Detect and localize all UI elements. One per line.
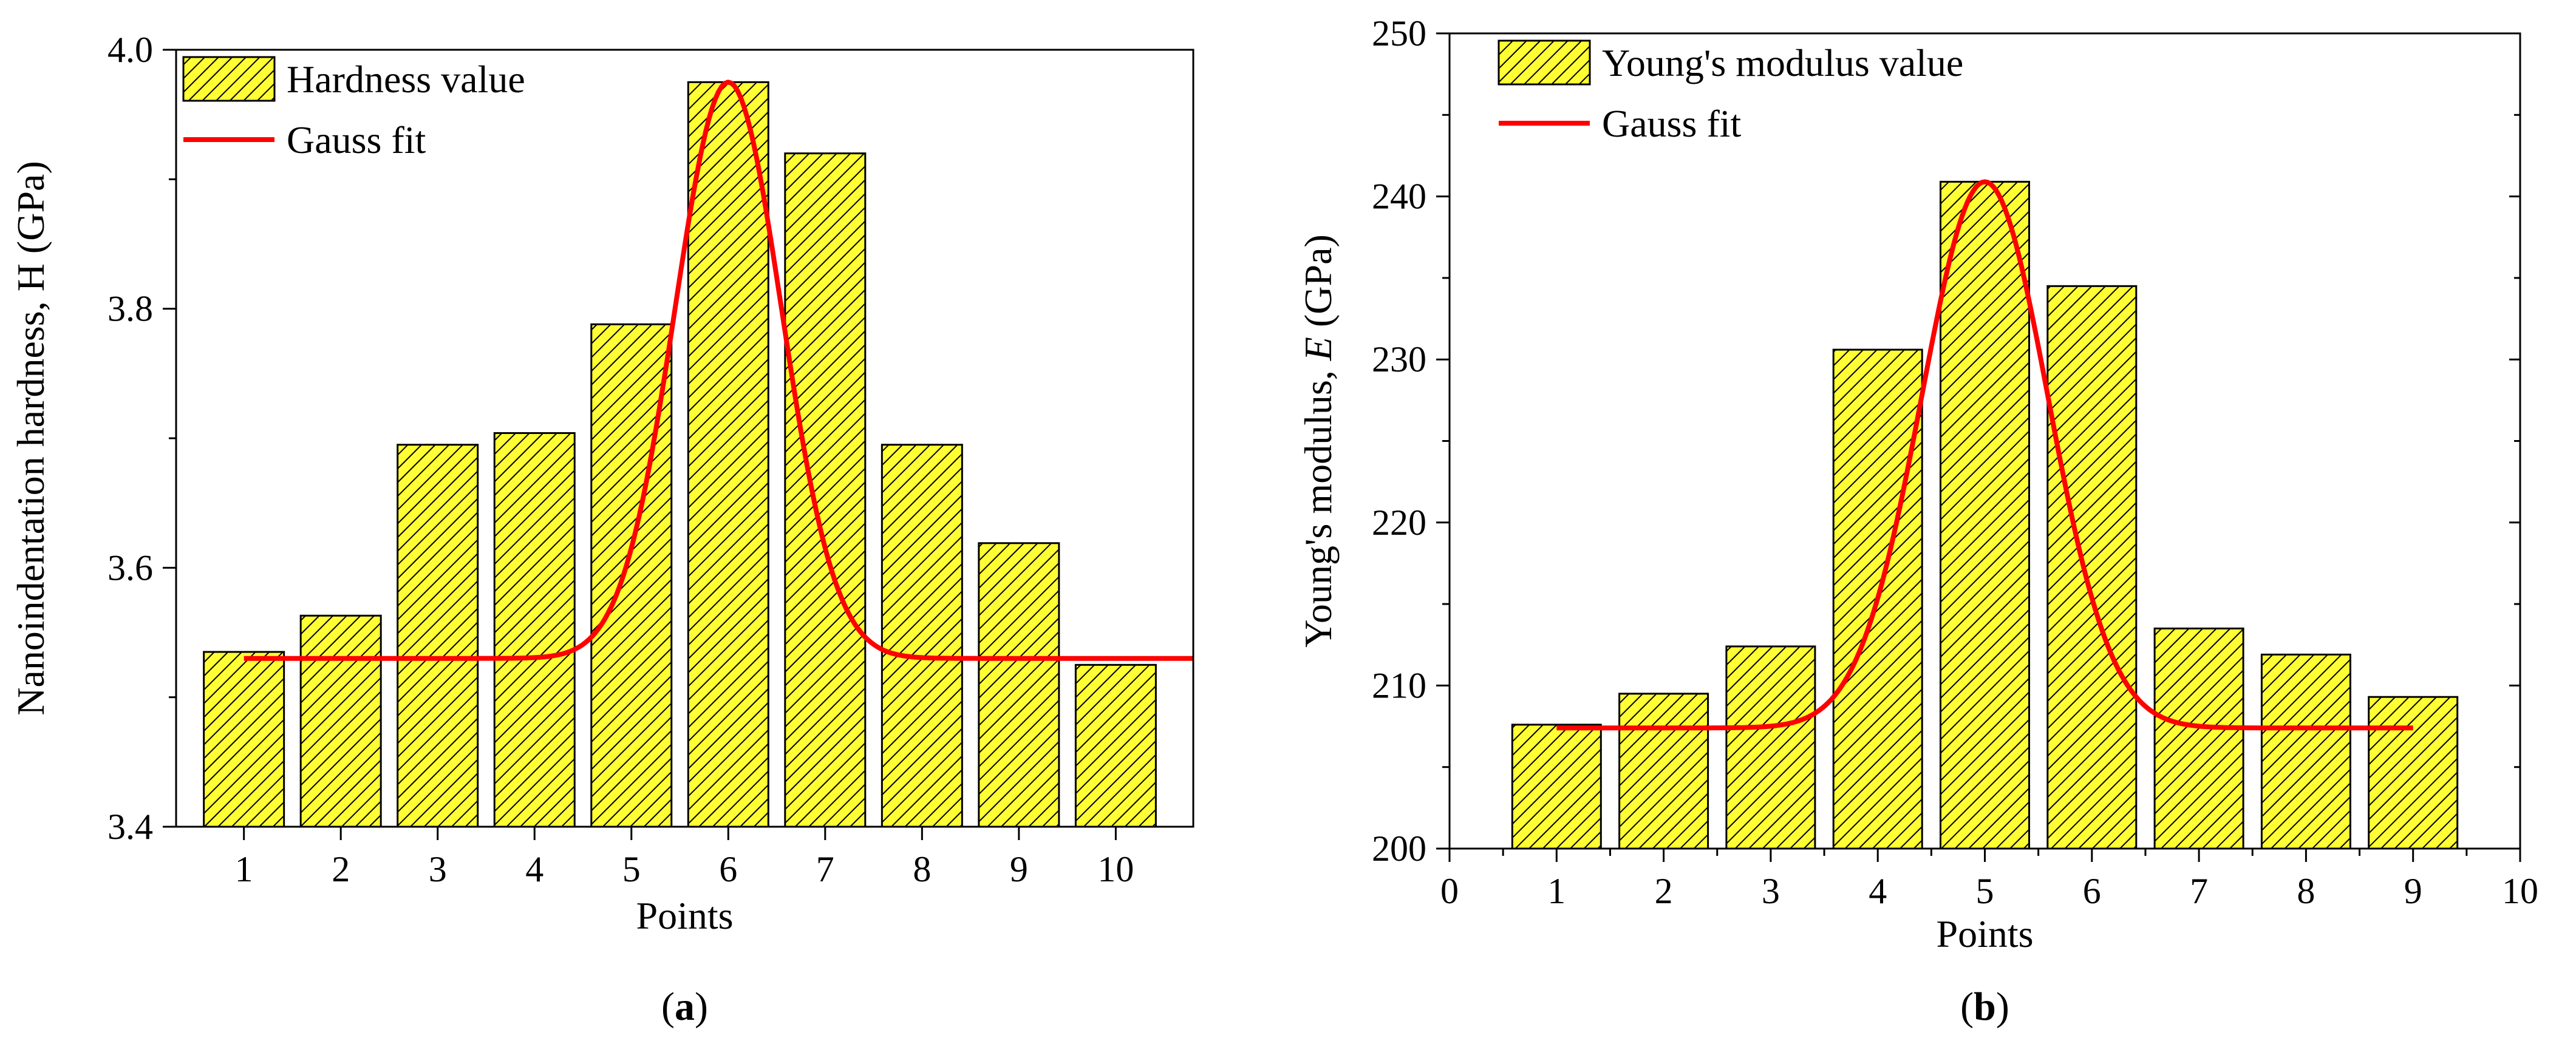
x-tick-label-b-2: 2 xyxy=(1655,871,1673,911)
bar-b-3 xyxy=(1725,645,1816,850)
bar-b-5 xyxy=(1940,180,2030,850)
legend-label-bar-b: Young's modulus value xyxy=(1602,41,1963,84)
x-tick-label-b-5: 5 xyxy=(1976,871,1994,911)
panel-label-part: b xyxy=(1974,985,1996,1029)
bar-a-6 xyxy=(687,81,769,828)
panel-label-part: ) xyxy=(1996,985,2009,1029)
y-tick-label-a-0: 3.4 xyxy=(107,807,153,847)
x-tick-label-a-9: 9 xyxy=(1010,849,1028,889)
panel-label-b: (b) xyxy=(1960,985,2009,1029)
y-axis-label-a: Nanoindentation hardness, H (GPa) xyxy=(9,161,52,716)
y-tick-label-b-0: 200 xyxy=(1372,829,1426,869)
gauss-fit-line-a xyxy=(244,80,1193,661)
x-tick-label-a-7: 7 xyxy=(816,849,834,889)
x-tick-label-b-9: 9 xyxy=(2404,871,2422,911)
x-tick-label-b-6: 6 xyxy=(2083,871,2101,911)
legend-label-bar-a: Hardness value xyxy=(287,58,525,101)
x-tick-label-a-8: 8 xyxy=(913,849,931,889)
bar-b-6 xyxy=(2046,285,2138,850)
bar-a-9 xyxy=(978,542,1060,828)
bar-a-8 xyxy=(881,444,963,828)
bar-a-3 xyxy=(397,444,479,828)
y-axis-label-part: (GPa) xyxy=(1297,234,1340,337)
x-tick-label-b-0: 0 xyxy=(1440,871,1459,911)
bar-b-9 xyxy=(2368,696,2459,850)
panel-label-part: ) xyxy=(695,985,708,1029)
bar-a-2 xyxy=(299,614,382,828)
x-tick-label-b-4: 4 xyxy=(1869,871,1887,911)
chart-panel-a: 1 2 3 4 5 6 7 8 9 10 3.4 3.6 3.8 4.0 Points Nanoindenta… xyxy=(9,30,1194,1029)
bar-a-10 xyxy=(1074,663,1157,828)
y-tick-label-b-1: 210 xyxy=(1372,665,1426,705)
x-axis-label-a: Points xyxy=(636,894,733,937)
legend-swatch-bar-b xyxy=(1498,39,1591,86)
panel-label-a: (a) xyxy=(661,985,708,1029)
y-tick-label-a-3: 4.0 xyxy=(107,30,153,70)
y-axis-label-b: Young's modulus, E (GPa) xyxy=(1297,234,1340,648)
x-tick-label-a-6: 6 xyxy=(719,849,737,889)
chart-panel-b: 0 1 2 3 4 5 6 7 8 9 10 200 210 220 230 240 250 Points Youn… xyxy=(1297,13,2538,1029)
x-tick-label-b-7: 7 xyxy=(2190,871,2208,911)
panel-label-part: ( xyxy=(1960,985,1974,1029)
panel-label-part: ( xyxy=(661,985,675,1029)
y-tick-label-b-3: 230 xyxy=(1372,339,1426,379)
x-tick-label-a-2: 2 xyxy=(332,849,350,889)
gauss-fit-line-b xyxy=(1556,179,2413,731)
bar-a-7 xyxy=(784,152,867,828)
y-axis-label-part: E xyxy=(1297,337,1340,361)
x-tick-label-a-10: 10 xyxy=(1097,849,1134,889)
x-tick-label-b-1: 1 xyxy=(1547,871,1566,911)
bar-a-4 xyxy=(493,432,576,828)
y-axis-label-part: Nanoindentation hardness, H (GPa) xyxy=(9,161,52,716)
legend-b: Young's modulus value Gauss fit xyxy=(1498,39,1963,145)
panel-label-part: a xyxy=(675,985,695,1029)
x-tick-label-a-5: 5 xyxy=(622,849,641,889)
x-tick-label-b-3: 3 xyxy=(1762,871,1780,911)
x-tick-label-a-4: 4 xyxy=(525,849,543,889)
bar-b-2 xyxy=(1618,693,1709,850)
bar-b-7 xyxy=(2153,627,2244,850)
x-tick-label-b-8: 8 xyxy=(2297,871,2315,911)
bar-b-1 xyxy=(1511,724,1602,850)
y-axis-label-part: Young's modulus, xyxy=(1297,361,1340,648)
y-tick-label-a-1: 3.6 xyxy=(107,548,153,588)
legend-swatch-bar-a xyxy=(182,56,276,102)
y-tick-label-a-2: 3.8 xyxy=(107,289,153,329)
legend-a: Hardness value Gauss fit xyxy=(182,56,525,161)
y-tick-label-b-4: 240 xyxy=(1372,177,1426,217)
x-tick-label-a-3: 3 xyxy=(429,849,447,889)
x-tick-label-b-10: 10 xyxy=(2502,871,2538,911)
x-axis-label-b: Points xyxy=(1936,912,2033,955)
bar-b-8 xyxy=(2260,653,2351,850)
legend-label-line-a: Gauss fit xyxy=(287,118,426,161)
bar-a-1 xyxy=(203,651,285,828)
y-tick-label-b-5: 250 xyxy=(1372,13,1426,53)
legend-label-line-b: Gauss fit xyxy=(1602,102,1742,145)
x-tick-label-a-1: 1 xyxy=(235,849,253,889)
y-tick-label-b-2: 220 xyxy=(1372,503,1426,543)
